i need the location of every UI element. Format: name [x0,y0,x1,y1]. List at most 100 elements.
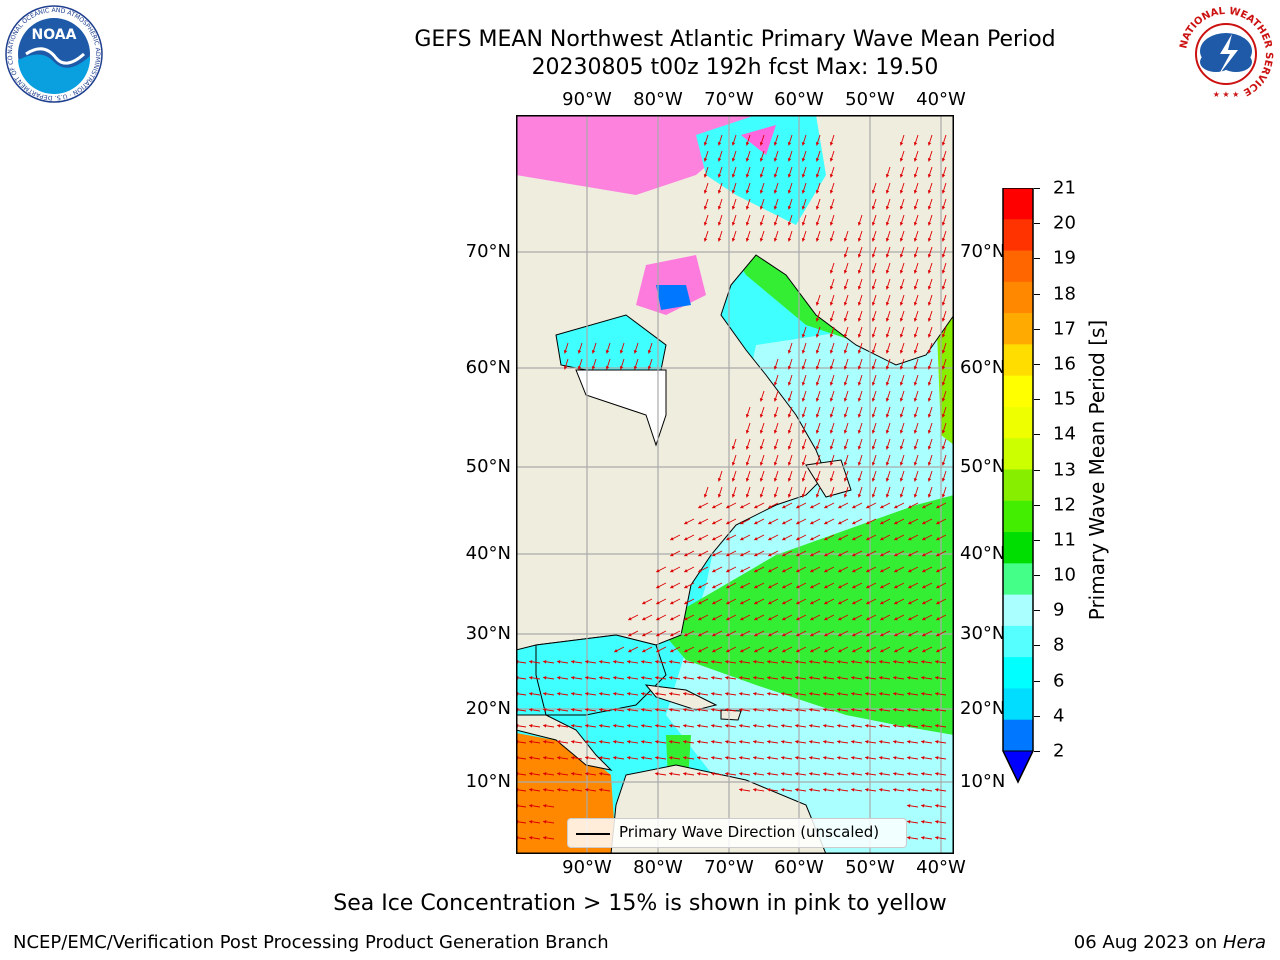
wave-arrow [829,134,835,146]
wave-arrow [921,550,933,557]
wave-arrow [669,660,681,664]
lat-label-left: 50°N [465,456,511,477]
wave-arrow [795,788,807,792]
wave-arrow [753,566,765,573]
wave-arrow [913,358,919,370]
wave-arrow [683,676,695,680]
title-line-2: 20230805 t00z 192h fcst Max: 19.50 [531,55,939,80]
wave-arrow [697,502,709,509]
wave-arrow [711,502,723,509]
wave-arrow [907,692,919,696]
wave-arrow [857,294,863,306]
wave-arrow [941,230,947,242]
wave-arrow [913,182,919,194]
wave-arrow [809,660,821,664]
wave-arrow [927,150,933,162]
wave-arrow [683,724,695,728]
wave-arrow [759,214,765,226]
wave-arrow [851,788,863,792]
wave-arrow [711,534,723,541]
wave-arrow [837,582,849,589]
wave-arrow [801,230,807,242]
wave-arrow [815,454,821,466]
wave-arrow [809,630,821,637]
wave-arrow [703,182,709,194]
wave-arrow [669,772,681,776]
wave-arrow [725,582,737,589]
wave-arrow [829,182,835,194]
wave-arrow [843,454,849,466]
wave-arrow [787,342,793,354]
wave-arrow [529,820,541,824]
wave-arrow [865,740,877,744]
colorbar-tick-label: 12 [1053,494,1076,516]
wave-arrow [815,470,821,482]
wave-arrow [871,390,877,402]
wave-arrow [781,756,793,760]
wave-arrow [753,534,765,541]
wave-arrow [809,692,821,696]
wave-arrow [613,756,625,760]
wave-arrow [809,740,821,744]
wave-arrow [865,788,877,792]
colorbar-tick [1034,434,1040,436]
wave-arrow [885,198,891,210]
wave-arrow [655,708,667,712]
wave-arrow [767,502,779,509]
wave-arrow [781,630,793,637]
wave-arrow [543,756,555,760]
wave-arrow [795,550,807,557]
wave-arrow [683,772,695,776]
wave-arrow [711,630,723,637]
wave-arrow [829,262,835,274]
noaa-logo-text: NOAA [32,27,77,43]
wave-arrow [613,646,625,653]
wave-arrow [647,342,653,354]
wave-arrow [829,486,835,498]
wave-arrow [829,198,835,210]
wave-arrow [787,374,793,386]
wave-arrow [641,692,653,696]
wave-arrow [795,740,807,744]
wave-arrow [571,756,583,760]
wave-arrow [781,550,793,557]
wave-arrow [739,566,751,573]
wave-arrow [941,182,947,194]
wave-arrow [739,630,751,637]
wave-arrow [837,772,849,776]
wave-arrow [669,566,681,573]
wave-arrow [773,150,779,162]
wave-arrow [893,566,905,573]
colorbar-border [1002,187,1034,784]
wave-arrow [823,566,835,573]
wave-arrow [599,724,611,728]
wave-arrow [809,518,821,525]
wave-arrow [899,262,905,274]
wave-arrow [697,598,709,605]
wave-arrow [529,756,541,760]
wave-arrow [851,676,863,680]
wave-arrow [899,150,905,162]
wave-arrow [857,390,863,402]
lat-label-right: 70°N [960,241,1006,262]
wave-arrow [571,740,583,744]
wave-arrow [767,708,779,712]
colorbar-tick [1034,645,1040,647]
colorbar-tick-label: 15 [1053,388,1076,410]
footer-machine: Hera [1222,932,1266,953]
colorbar-extend-arrow [1002,750,1034,784]
wave-arrow [781,772,793,776]
wave-arrow [745,438,751,450]
wave-arrow [731,182,737,194]
wave-arrow [893,614,905,621]
wave-arrow [683,630,695,637]
wave-arrow [913,214,919,226]
wave-arrow [809,566,821,573]
wave-arrow [893,692,905,696]
wave-arrow [935,676,947,680]
colorbar-label: Primary Wave Mean Period [s] [1085,319,1109,621]
wave-arrow [557,676,569,680]
wave-arrow [843,374,849,386]
wave-arrow [613,740,625,744]
wave-arrow [927,374,933,386]
